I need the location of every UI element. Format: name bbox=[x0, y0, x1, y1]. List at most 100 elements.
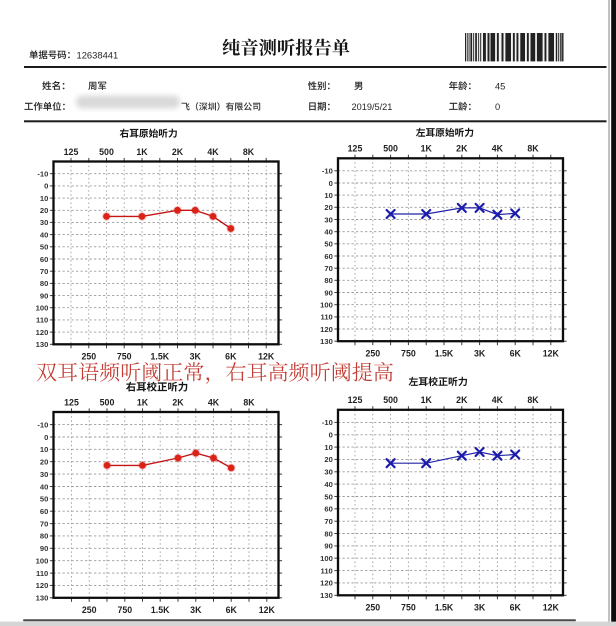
svg-text:130: 130 bbox=[36, 340, 49, 349]
svg-text:0: 0 bbox=[44, 182, 48, 191]
svg-text:4K: 4K bbox=[492, 395, 504, 405]
svg-text:1.5K: 1.5K bbox=[151, 605, 170, 615]
svg-text:2K: 2K bbox=[172, 147, 184, 157]
svg-text:30: 30 bbox=[324, 468, 332, 477]
svg-text:110: 110 bbox=[36, 316, 48, 325]
svg-text:40: 40 bbox=[324, 228, 332, 237]
svg-text:12K: 12K bbox=[543, 603, 560, 613]
svg-text:8K: 8K bbox=[243, 147, 255, 157]
svg-text:110: 110 bbox=[36, 569, 48, 578]
svg-text:0: 0 bbox=[495, 102, 500, 112]
svg-text:120: 120 bbox=[320, 579, 333, 588]
svg-text:0: 0 bbox=[329, 179, 333, 188]
svg-text:50: 50 bbox=[324, 492, 332, 501]
svg-text:6K: 6K bbox=[510, 603, 522, 613]
svg-text:3K: 3K bbox=[190, 605, 202, 615]
svg-text:60: 60 bbox=[324, 505, 332, 514]
svg-text:1.5K: 1.5K bbox=[435, 603, 454, 613]
svg-text:750: 750 bbox=[401, 603, 416, 613]
svg-text:8K: 8K bbox=[527, 395, 539, 405]
svg-text:90: 90 bbox=[324, 288, 332, 297]
svg-text:12K: 12K bbox=[543, 348, 560, 358]
svg-text:12K: 12K bbox=[258, 352, 275, 362]
svg-text:70: 70 bbox=[324, 264, 332, 273]
svg-text:100: 100 bbox=[36, 557, 49, 566]
svg-text:60: 60 bbox=[40, 507, 48, 516]
svg-text:125: 125 bbox=[348, 395, 363, 405]
svg-text:130: 130 bbox=[36, 594, 49, 603]
svg-text:120: 120 bbox=[36, 581, 49, 590]
svg-text:4K: 4K bbox=[492, 144, 504, 154]
svg-text:250: 250 bbox=[81, 352, 96, 362]
svg-text:80: 80 bbox=[324, 529, 332, 538]
svg-text:10: 10 bbox=[324, 443, 332, 452]
svg-text:40: 40 bbox=[324, 480, 332, 489]
svg-text:1K: 1K bbox=[137, 397, 149, 407]
svg-text:60: 60 bbox=[40, 255, 48, 264]
svg-text:20: 20 bbox=[40, 458, 48, 467]
svg-text:100: 100 bbox=[36, 304, 49, 313]
svg-text:125: 125 bbox=[64, 397, 79, 407]
svg-text:100: 100 bbox=[320, 554, 333, 563]
svg-text:500: 500 bbox=[99, 147, 114, 157]
svg-text:-10: -10 bbox=[322, 418, 333, 427]
svg-text:4K: 4K bbox=[207, 147, 219, 157]
svg-text:70: 70 bbox=[324, 517, 332, 526]
svg-text:50: 50 bbox=[324, 240, 332, 249]
svg-text:6K: 6K bbox=[225, 352, 237, 362]
svg-text:8K: 8K bbox=[243, 397, 255, 407]
svg-text:-10: -10 bbox=[322, 167, 333, 176]
svg-text:500: 500 bbox=[383, 144, 398, 154]
svg-text:120: 120 bbox=[320, 325, 333, 334]
svg-text:10: 10 bbox=[324, 191, 332, 200]
svg-text:750: 750 bbox=[117, 352, 132, 362]
svg-text:3K: 3K bbox=[474, 603, 486, 613]
svg-text:0: 0 bbox=[44, 433, 48, 442]
svg-text:50: 50 bbox=[40, 243, 48, 252]
svg-text:70: 70 bbox=[40, 267, 48, 276]
svg-text:80: 80 bbox=[324, 276, 332, 285]
svg-text:0: 0 bbox=[329, 431, 333, 440]
svg-text:20: 20 bbox=[324, 203, 332, 212]
svg-text:1.5K: 1.5K bbox=[151, 352, 170, 362]
svg-text:70: 70 bbox=[40, 519, 48, 528]
svg-text:10: 10 bbox=[40, 194, 48, 203]
svg-text:90: 90 bbox=[40, 291, 48, 300]
svg-text:90: 90 bbox=[40, 544, 48, 553]
svg-text:2K: 2K bbox=[456, 144, 468, 154]
svg-text:750: 750 bbox=[117, 605, 132, 615]
svg-text:2019/5/21: 2019/5/21 bbox=[352, 102, 393, 112]
svg-text:100: 100 bbox=[320, 301, 333, 310]
svg-text:-10: -10 bbox=[37, 420, 48, 429]
svg-text:1K: 1K bbox=[421, 144, 433, 154]
svg-text:30: 30 bbox=[324, 215, 332, 224]
svg-text:2K: 2K bbox=[456, 395, 468, 405]
svg-text:60: 60 bbox=[324, 252, 332, 261]
svg-text:4K: 4K bbox=[208, 397, 220, 407]
svg-text:110: 110 bbox=[321, 313, 333, 322]
svg-text:30: 30 bbox=[40, 218, 48, 227]
svg-text:12638441: 12638441 bbox=[77, 49, 119, 60]
svg-text:125: 125 bbox=[64, 147, 79, 157]
svg-text:130: 130 bbox=[320, 337, 333, 346]
svg-text:80: 80 bbox=[40, 532, 48, 541]
svg-text:2K: 2K bbox=[172, 397, 184, 407]
svg-text:40: 40 bbox=[40, 230, 48, 239]
svg-text:-10: -10 bbox=[37, 170, 48, 179]
svg-text:30: 30 bbox=[40, 470, 48, 479]
svg-text:3K: 3K bbox=[474, 348, 486, 358]
svg-text:500: 500 bbox=[383, 395, 398, 405]
svg-text:500: 500 bbox=[100, 397, 115, 407]
svg-text:40: 40 bbox=[40, 482, 48, 491]
svg-text:250: 250 bbox=[365, 603, 380, 613]
svg-text:80: 80 bbox=[40, 279, 48, 288]
svg-text:50: 50 bbox=[40, 495, 48, 504]
svg-text:6K: 6K bbox=[226, 605, 238, 615]
svg-text:20: 20 bbox=[324, 455, 332, 464]
svg-text:90: 90 bbox=[324, 542, 332, 551]
svg-text:250: 250 bbox=[82, 605, 97, 615]
svg-text:1K: 1K bbox=[136, 147, 148, 157]
svg-text:130: 130 bbox=[320, 591, 333, 600]
svg-text:8K: 8K bbox=[527, 144, 539, 154]
svg-text:1K: 1K bbox=[421, 395, 433, 405]
